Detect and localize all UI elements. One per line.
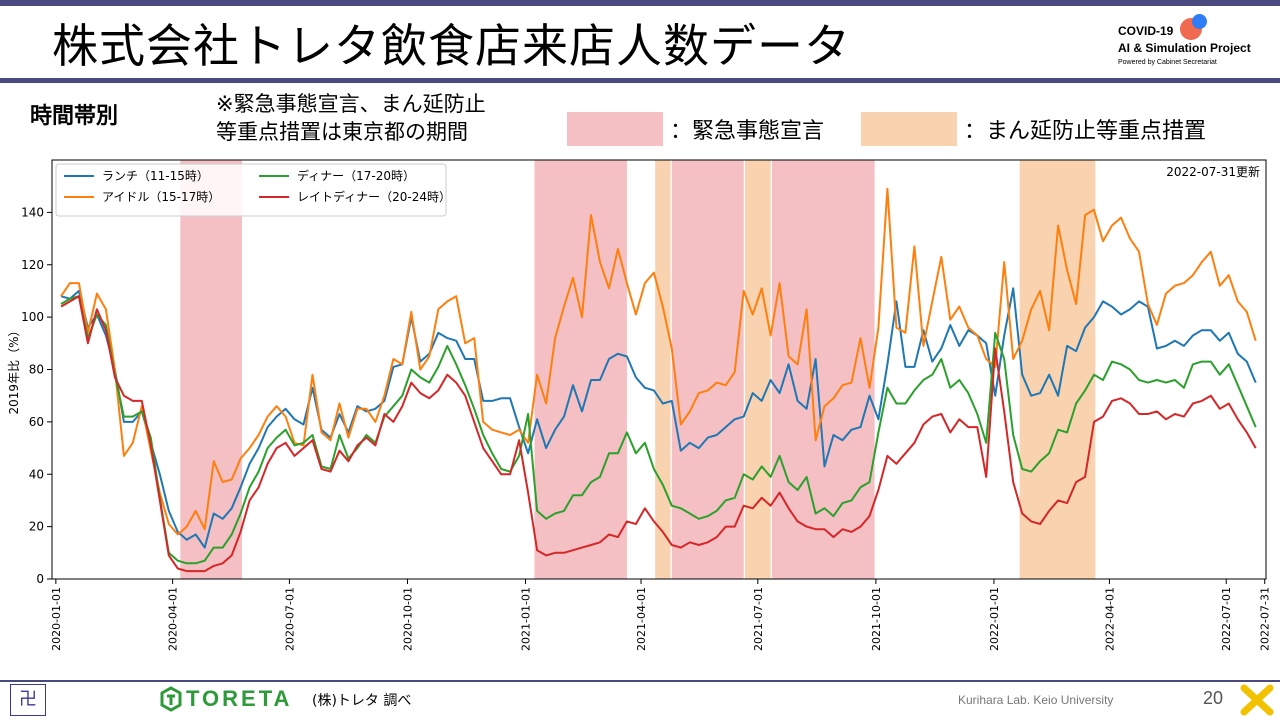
y-tick-label: 140 [21,205,44,219]
series-line-1 [60,187,1257,536]
x-tick-label: 2020-04-01 [167,587,180,651]
y-axis-label: 2019年比（%） [7,325,21,415]
y-tick-label: 120 [21,258,44,272]
priority-legend-swatch [861,112,957,146]
period-note-line-1: ※緊急事態宣言、まん延防止 [216,92,486,116]
section-subtitle: 時間帯別 [30,104,119,129]
priority-band [744,160,771,579]
y-tick-label: 40 [29,467,44,481]
chart-legend [55,163,447,217]
page-number: 20 [1203,688,1224,708]
x-tick-label: 2022-07-31 [1259,587,1272,651]
y-tick-label: 80 [29,363,44,377]
series-line-0 [60,287,1257,549]
x-tick-label: 2021-04-01 [635,587,648,651]
legend-label-1: アイドル（15-17時） [102,190,220,204]
emergency-legend-swatch [567,112,663,146]
logo-line-1: COVID-19 [1118,24,1174,38]
x-tick-label: 2022-04-01 [1103,587,1116,651]
period-note: ※緊急事態宣言、まん延防止 等重点措置は東京都の期間 [216,90,486,146]
covid-ai-project-logo: COVID-19 AI & Simulation Project Powered… [1118,14,1278,72]
logo-line-2: AI & Simulation Project [1118,41,1251,55]
x-tick-label: 2020-01-01 [50,587,63,651]
toreta-logo-icon [160,686,182,712]
emergency-band [180,160,242,579]
logo-blue-dot [1192,14,1207,29]
x-tick-label: 2021-10-01 [870,587,883,651]
toreta-brand: TORETA [186,686,293,711]
x-tick-label: 2021-07-01 [752,587,765,651]
legend-label-2: ディナー（17-20時） [297,168,415,183]
x-tick-label: 2021-01-01 [520,587,533,651]
series-line-3 [60,295,1257,573]
emergency-legend-label: ：緊急事態宣言 [670,119,825,144]
legend-label-0: ランチ（11-15時） [102,169,209,183]
x-tick-label: 2022-07-01 [1220,587,1233,651]
page-title: 株式会社トレタ飲食店来店人数データ [52,19,851,73]
priority-band [655,160,671,579]
y-tick-label: 20 [29,520,44,534]
data-source: (株)トレタ 調べ [312,693,412,709]
title-underline [0,78,1280,83]
period-note-line-2: 等重点措置は東京都の期間 [216,120,468,144]
emergency-band [534,160,627,579]
y-tick-label: 0 [36,572,44,586]
y-tick-label: 100 [21,310,44,324]
x-tick-label: 2020-07-01 [283,587,296,651]
visitor-line-chart: 0 20 40 60 80 100 120 140 2020-01-01 2020-04-01 20… [7,159,1272,651]
x-tick-label: 2022-01-01 [988,587,1001,651]
keio-lab-icon: 卍 [10,684,46,716]
x-cross-logo [1240,684,1274,716]
series-line-2 [60,295,1257,565]
logo-line-3: Powered by Cabinet Secretariat [1118,59,1217,66]
x-tick-label: 2020-10-01 [401,587,414,651]
priority-legend-label: ：まん延防止等重点措置 [964,119,1207,144]
legend-label-3: レイトディナー（20-24時） [297,189,451,204]
lab-credit: Kurihara Lab. Keio University [958,693,1114,707]
y-tick-label: 60 [29,415,44,429]
footer-rule [0,680,1280,682]
update-note: 2022-07-31更新 [1166,164,1260,179]
top-accent-bar [0,0,1280,6]
